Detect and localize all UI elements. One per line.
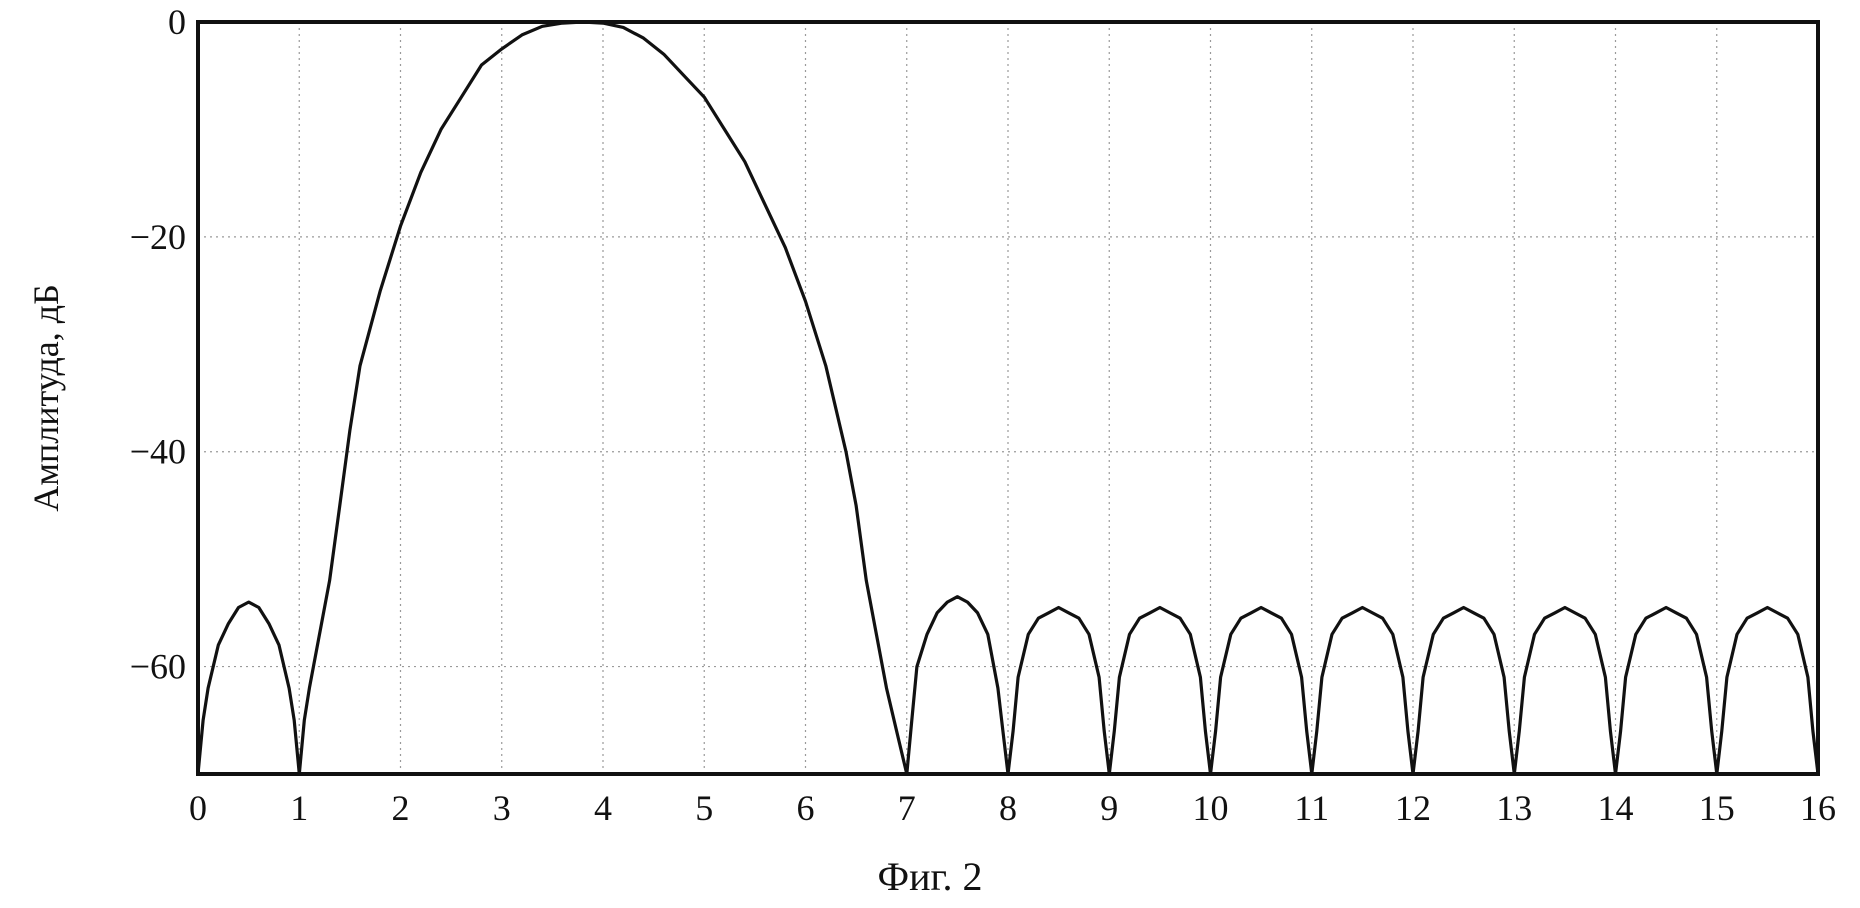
y-tick-label: −40 <box>130 432 186 472</box>
y-axis-ticks: 0 −20 −40 −60 <box>130 2 186 687</box>
figure-caption: Фиг. 2 <box>878 854 983 899</box>
y-tick-label: 0 <box>168 2 186 42</box>
x-tick-label: 15 <box>1699 788 1735 828</box>
x-tick-label: 5 <box>695 788 713 828</box>
series-line <box>198 22 1818 774</box>
y-tick-label: −20 <box>130 217 186 257</box>
plot-frame <box>198 22 1818 774</box>
x-tick-label: 1 <box>290 788 308 828</box>
x-tick-label: 0 <box>189 788 207 828</box>
x-axis-ticks: 012345678910111213141516 <box>189 788 1836 828</box>
x-tick-label: 13 <box>1496 788 1532 828</box>
x-tick-label: 6 <box>797 788 815 828</box>
x-tick-label: 16 <box>1800 788 1836 828</box>
x-tick-label: 9 <box>1100 788 1118 828</box>
x-tick-label: 8 <box>999 788 1017 828</box>
y-axis-label: Амплитуда, дБ <box>26 284 66 512</box>
x-tick-label: 2 <box>392 788 410 828</box>
x-tick-label: 14 <box>1598 788 1634 828</box>
plot-area <box>198 22 1818 774</box>
x-tick-label: 7 <box>898 788 916 828</box>
grid <box>198 22 1818 774</box>
x-tick-label: 4 <box>594 788 612 828</box>
y-tick-label: −60 <box>130 647 186 687</box>
x-tick-label: 11 <box>1294 788 1329 828</box>
x-tick-label: 10 <box>1193 788 1229 828</box>
x-tick-label: 12 <box>1395 788 1431 828</box>
x-tick-label: 3 <box>493 788 511 828</box>
